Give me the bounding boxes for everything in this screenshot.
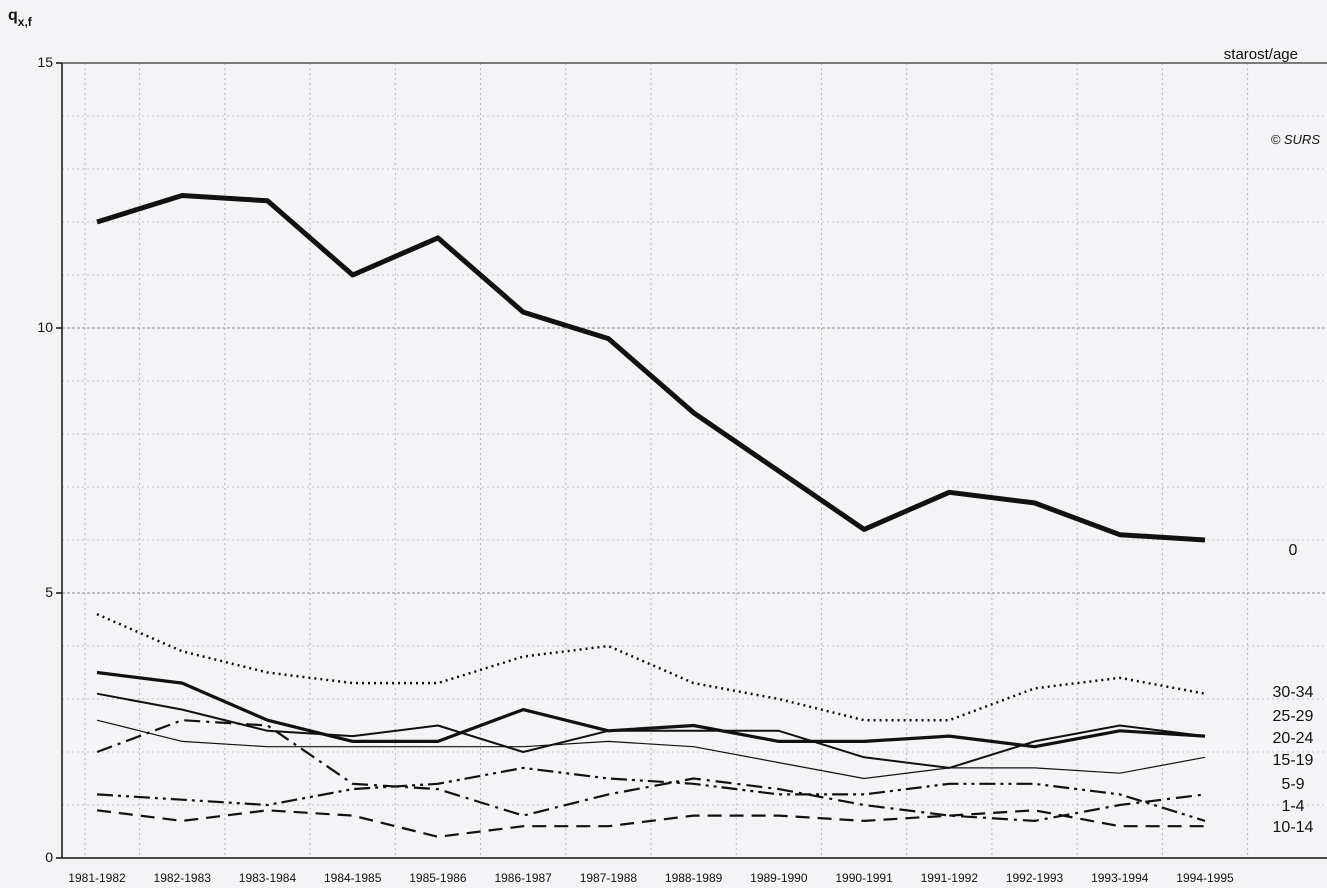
series-line-5-9 bbox=[96, 766, 1206, 822]
y-tick-label: 15 bbox=[37, 54, 53, 70]
series-label-1-4: 1-4 bbox=[1281, 798, 1304, 815]
x-tick-label: 1986-1987 bbox=[494, 871, 552, 885]
series-line-20-24 bbox=[96, 692, 1206, 769]
x-tick-label: 1984-1985 bbox=[324, 871, 382, 885]
x-tick-label: 1989-1990 bbox=[750, 871, 808, 885]
series-label-30-34: 30-34 bbox=[1273, 684, 1314, 701]
series-label-15-19: 15-19 bbox=[1273, 752, 1314, 769]
x-tick-label: 1992-1993 bbox=[1006, 871, 1064, 885]
x-tick-label: 1983-1984 bbox=[239, 871, 297, 885]
x-tick-label: 1991-1992 bbox=[921, 871, 979, 885]
credit-label: © SURS bbox=[1271, 132, 1321, 147]
x-tick-label: 1994-1995 bbox=[1176, 871, 1234, 885]
series-labels: 0 30-34 25-29 20-24 15-19 5-9 1-4 10-14 bbox=[1273, 542, 1314, 836]
series-label-20-24: 20-24 bbox=[1273, 730, 1314, 747]
y-tick-label: 10 bbox=[37, 319, 53, 335]
axes bbox=[56, 62, 1327, 859]
series-line-0 bbox=[96, 193, 1206, 543]
y-tick-label: 5 bbox=[45, 584, 53, 600]
y-axis-title-main: q bbox=[8, 7, 18, 24]
series-line-15-19 bbox=[96, 719, 1206, 780]
y-axis-title-sub: x,f bbox=[18, 15, 33, 29]
y-tick-labels: 0 5 10 15 bbox=[37, 54, 53, 865]
x-tick-label: 1982-1983 bbox=[154, 871, 212, 885]
series-lines bbox=[96, 193, 1206, 838]
x-tick-label: 1985-1986 bbox=[409, 871, 467, 885]
series-line-1-4 bbox=[96, 719, 1206, 823]
series-label-0: 0 bbox=[1289, 542, 1298, 559]
x-tick-label: 1993-1994 bbox=[1091, 871, 1149, 885]
x-tick-label: 1987-1988 bbox=[580, 871, 638, 885]
legend-title: starost/age bbox=[1224, 46, 1298, 63]
y-axis-title: qx,f bbox=[8, 7, 33, 29]
series-label-10-14: 10-14 bbox=[1273, 819, 1314, 836]
series-line-30-34 bbox=[96, 613, 1206, 722]
series-label-25-29: 25-29 bbox=[1273, 708, 1314, 725]
x-tick-label: 1988-1989 bbox=[665, 871, 723, 885]
series-line-10-14 bbox=[96, 809, 1205, 838]
x-tick-label: 1981-1982 bbox=[68, 871, 126, 885]
x-tick-labels: 1981-1982 1982-1983 1983-1984 1984-1985 1985… bbox=[68, 871, 1234, 885]
x-tick-label: 1990-1991 bbox=[835, 871, 893, 885]
series-label-5-9: 5-9 bbox=[1281, 776, 1304, 793]
y-tick-label: 0 bbox=[45, 849, 53, 865]
